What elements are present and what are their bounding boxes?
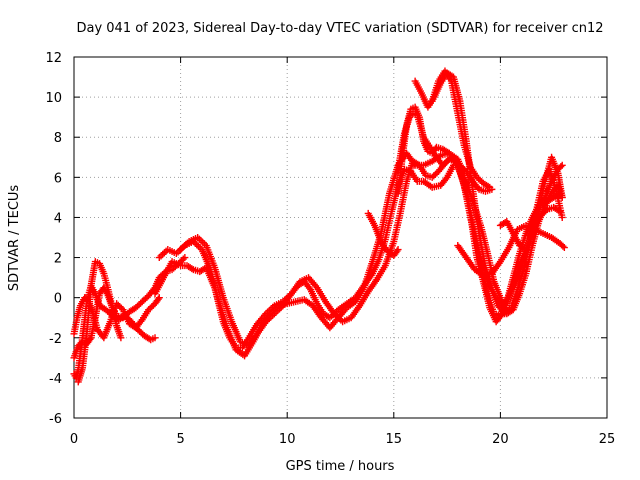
x-axis-label: GPS time / hours bbox=[286, 459, 395, 474]
data-point bbox=[484, 182, 492, 190]
x-tick-label: 20 bbox=[492, 432, 509, 447]
series-track-4 bbox=[74, 258, 125, 386]
chart-title: Day 041 of 2023, Sidereal Day-to-day VTE… bbox=[76, 21, 603, 36]
data-point bbox=[394, 246, 402, 254]
data-point bbox=[155, 294, 163, 302]
x-tick-label: 5 bbox=[176, 432, 184, 447]
y-tick-label: 0 bbox=[54, 292, 62, 307]
data-point bbox=[305, 284, 313, 292]
data-point bbox=[86, 335, 94, 343]
data-point bbox=[159, 250, 167, 258]
y-tick-label: 2 bbox=[54, 252, 62, 267]
y-tick-label: 10 bbox=[45, 91, 62, 106]
y-tick-label: -4 bbox=[49, 372, 62, 387]
data-point bbox=[558, 161, 566, 169]
y-tick-label: 6 bbox=[54, 171, 62, 186]
data-point bbox=[137, 317, 145, 325]
data-point bbox=[558, 193, 566, 201]
series-track-13 bbox=[496, 153, 566, 254]
y-tick-label: 12 bbox=[45, 51, 62, 66]
x-tick-label: 0 bbox=[70, 432, 78, 447]
data-point bbox=[154, 295, 162, 303]
y-tick-label: -2 bbox=[49, 332, 62, 347]
data-point bbox=[442, 175, 450, 183]
data-point bbox=[181, 254, 189, 262]
data-point bbox=[188, 265, 196, 273]
y-tick-label: -6 bbox=[49, 412, 62, 427]
y-axis-label: SDTVAR / TECUs bbox=[7, 185, 22, 292]
data-point bbox=[559, 242, 567, 250]
data-point bbox=[155, 254, 163, 262]
data-point bbox=[157, 252, 165, 260]
series-track-14 bbox=[364, 209, 402, 260]
data-point bbox=[444, 157, 452, 165]
data-point bbox=[558, 213, 566, 221]
series-track-11 bbox=[428, 67, 494, 191]
data-point bbox=[393, 247, 401, 255]
axis-ticks: 0 5 10 15 20 25 -6 -4 -2 0 2 4 6 8 10 12 bbox=[45, 51, 615, 447]
y-tick-label: 4 bbox=[54, 211, 62, 226]
x-tick-label: 25 bbox=[599, 432, 616, 447]
data-point bbox=[117, 334, 125, 342]
data-point bbox=[151, 334, 159, 342]
x-tick-label: 10 bbox=[279, 432, 296, 447]
series-track-12 bbox=[454, 221, 568, 280]
data-point bbox=[117, 304, 125, 312]
data-point bbox=[505, 305, 513, 313]
plot-frame bbox=[73, 56, 608, 419]
y-tick-label: 8 bbox=[54, 131, 62, 146]
data-point bbox=[179, 255, 187, 263]
data-points bbox=[70, 67, 568, 386]
x-tick-label: 15 bbox=[386, 432, 403, 447]
data-point bbox=[486, 183, 494, 191]
data-point bbox=[560, 244, 568, 252]
